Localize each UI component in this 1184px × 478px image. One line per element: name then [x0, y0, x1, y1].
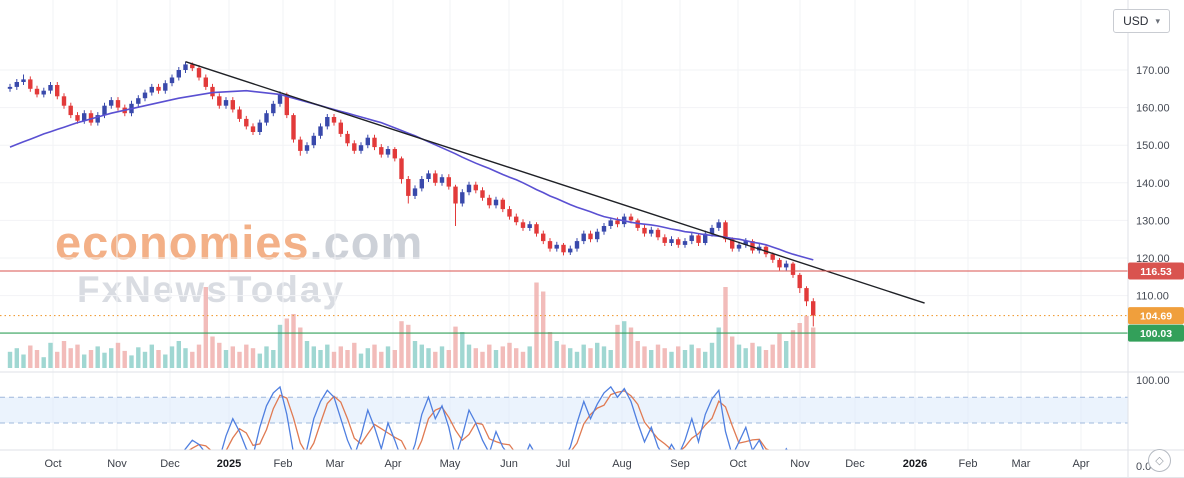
- grid-layer: [0, 0, 1128, 450]
- svg-text:140.00: 140.00: [1136, 178, 1170, 190]
- price-levels-layer: [0, 270, 1128, 334]
- svg-text:100.00: 100.00: [1136, 375, 1170, 387]
- svg-text:130.00: 130.00: [1136, 215, 1170, 227]
- stochastic-layer: [0, 385, 1128, 465]
- svg-text:Feb: Feb: [959, 458, 978, 470]
- svg-text:150.00: 150.00: [1136, 140, 1170, 152]
- chevron-down-icon: ▾: [1155, 15, 1160, 26]
- svg-text:100.03: 100.03: [1140, 328, 1172, 340]
- svg-text:170.00: 170.00: [1136, 65, 1170, 77]
- svg-text:Apr: Apr: [1072, 458, 1089, 470]
- svg-text:Jul: Jul: [556, 458, 570, 470]
- candlestick-layer: [7, 61, 816, 327]
- svg-text:Nov: Nov: [790, 458, 810, 470]
- svg-text:Aug: Aug: [612, 458, 632, 470]
- descending-trendline: [185, 61, 925, 304]
- svg-text:Oct: Oct: [729, 458, 746, 470]
- svg-text:Feb: Feb: [274, 458, 293, 470]
- price-badge-116-53: [1128, 262, 1184, 280]
- svg-text:Sep: Sep: [670, 458, 690, 470]
- moving-average-line: [9, 89, 814, 261]
- svg-text:2026: 2026: [903, 458, 927, 470]
- diamond-icon: ◇: [1155, 455, 1164, 467]
- svg-text:Mar: Mar: [326, 458, 345, 470]
- svg-text:160.00: 160.00: [1136, 103, 1170, 115]
- svg-text:Apr: Apr: [384, 458, 401, 470]
- svg-text:Jun: Jun: [500, 458, 518, 470]
- provider-logo-button[interactable]: ◇: [1148, 449, 1171, 472]
- svg-text:Dec: Dec: [845, 458, 865, 470]
- svg-text:2025: 2025: [217, 458, 241, 470]
- price-badge-100-03: [1128, 324, 1184, 342]
- currency-label: USD: [1123, 14, 1149, 28]
- svg-text:Oct: Oct: [44, 458, 61, 470]
- svg-text:Nov: Nov: [107, 458, 127, 470]
- svg-text:110.00: 110.00: [1136, 291, 1169, 303]
- svg-text:Dec: Dec: [160, 458, 180, 470]
- volume-layer: [7, 282, 816, 368]
- price-badges: 116.53 104.69 100.03: [1128, 262, 1184, 342]
- svg-text:116.53: 116.53: [1140, 266, 1172, 278]
- svg-text:Mar: Mar: [1012, 458, 1031, 470]
- svg-text:May: May: [440, 458, 461, 470]
- svg-text:120.00: 120.00: [1136, 253, 1170, 265]
- currency-selector[interactable]: USD ▾: [1113, 9, 1170, 33]
- price-badge-104-69: [1128, 307, 1184, 325]
- time-axis[interactable]: Oct Nov Dec 2025 Feb Mar Apr May Jun Jul Aug Sep Oct…: [44, 458, 1089, 470]
- svg-text:104.69: 104.69: [1140, 311, 1172, 323]
